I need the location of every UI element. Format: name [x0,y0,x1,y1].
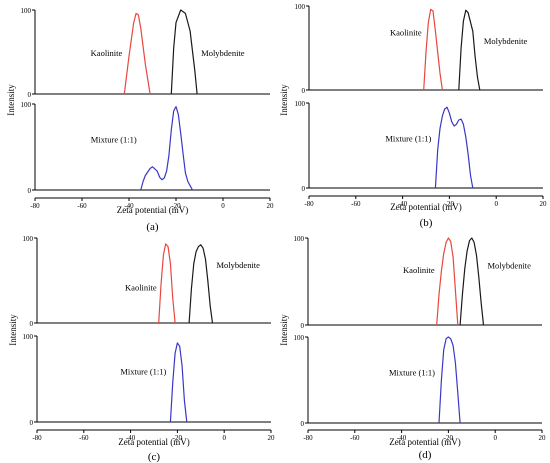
x-tick-label: 20 [268,434,276,442]
series-label: Kaolinite [91,48,123,58]
x-tick-label: -40 [398,200,408,208]
y-tick-label: 0 [28,91,32,99]
series-line [458,9,481,91]
series-line [423,8,443,91]
series-line [158,243,176,324]
x-tick-label: 20 [539,434,547,442]
x-tick-label: -80 [30,202,40,210]
series-line [188,244,214,324]
x-axis-label: Zeta potential (mV) [390,202,461,212]
y-tick-label: 0 [301,322,305,330]
series-label: Kaolinite [403,265,435,275]
y-tick-label: 100 [23,333,34,341]
upper-subplot: 0 100 Kaolinite Molybdenite [23,235,271,328]
series-label: Molybdenite [201,48,245,58]
series-line [169,342,188,423]
lower-subplot: 0 100 Mixture (1:1) [294,334,542,428]
x-tick-label: -60 [351,200,361,208]
x-axis-label: Zeta potential (mV) [117,205,188,215]
series-line [434,106,474,189]
upper-subplot: 0 100 Kaolinite Molybdenite [21,7,270,99]
x-tick-label: -80 [304,200,314,208]
panel-caption: (b) [420,217,433,229]
chart-panel: 0 100 Kaolinite Molybdenite 0 100 Mixture (1:1… [279,3,547,229]
y-tick-label: 100 [21,101,32,109]
x-tick-label: 20 [540,200,548,208]
series-line [170,9,198,95]
y-tick-label: 100 [21,7,32,15]
x-tick-label: 0 [494,200,498,208]
x-tick-label: -20 [173,434,183,442]
y-axis-label: Intensity [8,314,18,346]
y-tick-label: 0 [302,185,306,193]
lower-subplot: 0 100 Mixture (1:1) [295,100,543,193]
chart-panel: 0 100 Kaolinite Molybdenite 0 100 Mixture (1:1… [8,235,275,463]
x-axis-label: Zeta potential (mV) [118,437,189,447]
panel-caption: (c) [148,451,161,463]
x-tick-label: 0 [221,202,225,210]
x-tick-label: 0 [493,434,497,442]
y-tick-label: 100 [294,235,305,243]
chart-panel: 0 100 Kaolinite Molybdenite 0 100 Mixture (1:1… [279,235,546,461]
y-tick-label: 100 [295,100,306,108]
series-line [123,12,151,95]
x-tick-label: -40 [126,434,136,442]
x-axis-label: Zeta potential (mV) [389,437,460,447]
series-line [140,105,194,191]
x-tick-label: 0 [222,434,226,442]
series-label: Mixture (1:1) [120,367,166,377]
series-label: Kaolinite [390,27,422,37]
upper-subplot: 0 100 Kaolinite Molybdenite [295,3,543,95]
lower-subplot: 0 100 Mixture (1:1) [21,101,270,195]
y-tick-label: 0 [30,320,34,328]
y-tick-label: 0 [30,419,34,427]
x-tick-label: -60 [79,434,89,442]
x-tick-label: -80 [303,434,313,442]
y-tick-label: 100 [294,334,305,342]
panel-caption: (a) [146,221,159,233]
chart-panel: 0 100 Kaolinite Molybdenite 0 100 Mixture (1:1… [6,7,274,233]
series-line [438,336,461,424]
x-tick-label: -40 [397,434,407,442]
lower-subplot: 0 100 Mixture (1:1) [23,333,271,427]
x-tick-label: -40 [124,202,134,210]
series-label: Molybdenite [217,260,261,270]
y-tick-label: 0 [302,87,306,95]
x-tick-label: -20 [445,200,455,208]
x-tick-label: -60 [350,434,360,442]
panel-caption: (d) [419,449,432,461]
y-tick-label: 100 [23,235,34,243]
series-label: Mixture (1:1) [389,368,435,378]
series-label: Molybdenite [488,260,532,270]
y-tick-label: 0 [28,187,32,195]
y-tick-label: 100 [295,3,306,11]
y-axis-label: Intensity [279,314,289,346]
series-label: Mixture (1:1) [385,133,431,143]
y-tick-label: 0 [301,420,305,428]
y-axis-label: Intensity [279,84,289,116]
x-tick-label: 20 [267,202,275,210]
series-label: Molybdenite [484,36,528,46]
x-tick-label: -60 [77,202,87,210]
series-line [436,237,459,326]
y-axis-label: Intensity [6,84,16,116]
series-label: Kaolinite [125,283,157,293]
x-tick-label: -20 [171,202,181,210]
series-label: Mixture (1:1) [91,135,137,145]
series-line [459,237,485,326]
x-tick-label: -20 [444,434,454,442]
x-tick-label: -80 [32,434,42,442]
upper-subplot: 0 100 Kaolinite Molybdenite [294,235,542,330]
